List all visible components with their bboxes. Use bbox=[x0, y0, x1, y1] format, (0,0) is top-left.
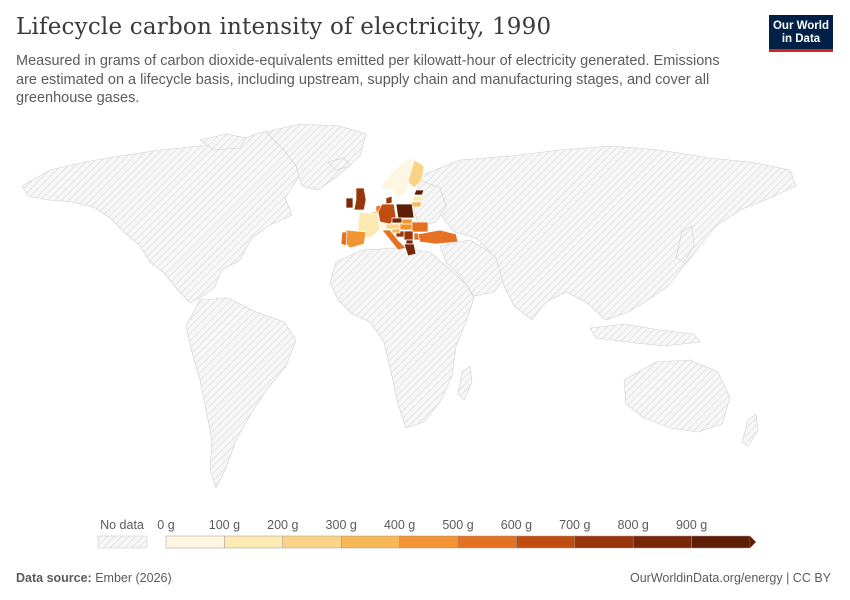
legend-bin-5[interactable] bbox=[457, 535, 517, 549]
region-croatia[interactable] bbox=[391, 228, 401, 234]
no-data-landmasses bbox=[21, 123, 797, 489]
landmass-arctic-islands[interactable] bbox=[199, 133, 247, 151]
landmass-africa[interactable] bbox=[329, 247, 475, 429]
region-greece[interactable] bbox=[403, 243, 417, 257]
footer-link: OurWorldinData.org/energy | CC BY bbox=[630, 571, 831, 585]
region-portugal[interactable] bbox=[340, 231, 348, 247]
legend-tick-label: 300 g bbox=[326, 518, 357, 532]
landmass-north-america[interactable] bbox=[21, 129, 323, 304]
legend-bin-3[interactable] bbox=[340, 535, 400, 549]
legend-bin-0[interactable] bbox=[165, 535, 225, 549]
data-source: Data source: Ember (2026) bbox=[16, 571, 172, 585]
landmass-indonesia[interactable] bbox=[589, 323, 701, 347]
landmass-australia[interactable] bbox=[623, 359, 731, 433]
legend-tick-label: 900 g bbox=[676, 518, 707, 532]
legend-tick-label: 400 g bbox=[384, 518, 415, 532]
data-source-value: Ember (2026) bbox=[95, 571, 172, 585]
region-ireland[interactable] bbox=[345, 197, 354, 209]
landmass-madagascar[interactable] bbox=[457, 365, 473, 401]
landmass-new-zealand[interactable] bbox=[741, 413, 759, 447]
legend-tick-label: 0 g bbox=[157, 518, 174, 532]
region-denmark[interactable] bbox=[385, 195, 393, 205]
legend-tick-label: 100 g bbox=[209, 518, 240, 532]
legend-bin-7[interactable] bbox=[574, 535, 634, 549]
legend-bin-2[interactable] bbox=[282, 535, 342, 549]
europe-data-regions bbox=[340, 155, 459, 257]
legend-bin-1[interactable] bbox=[224, 535, 284, 549]
legend-bin-6[interactable] bbox=[516, 535, 576, 549]
legend-no-data-swatch[interactable] bbox=[97, 535, 148, 549]
legend-bin-8[interactable] bbox=[632, 535, 692, 549]
landmass-south-america[interactable] bbox=[185, 297, 297, 489]
owid-logo[interactable]: Our World in Data bbox=[769, 15, 833, 52]
legend-tick-label: 200 g bbox=[267, 518, 298, 532]
legend-tick-label: 800 g bbox=[618, 518, 649, 532]
owid-energy-link[interactable]: OurWorldinData.org/energy | CC BY bbox=[629, 571, 831, 585]
logo-line-1: Our World bbox=[772, 20, 829, 32]
legend-bin-9[interactable] bbox=[691, 535, 751, 549]
legend-no-data-label: No data bbox=[100, 518, 144, 532]
legend-tick-label: 600 g bbox=[501, 518, 532, 532]
legend-tick-labels: 0 g 100 g 200 g 300 g 400 g 500 g 600 g 700 g 80… bbox=[157, 518, 707, 532]
region-uk[interactable] bbox=[353, 187, 367, 211]
region-estonia[interactable] bbox=[413, 189, 425, 196]
region-latvia[interactable] bbox=[411, 195, 425, 202]
landmass-iceland[interactable] bbox=[327, 157, 351, 171]
chart-subtitle: Measured in grams of carbon dioxide-equi… bbox=[16, 53, 720, 106]
landmass-japan[interactable] bbox=[675, 225, 695, 263]
region-poland[interactable] bbox=[395, 203, 415, 219]
chart-title: Lifecycle carbon intensity of electricit… bbox=[16, 14, 552, 40]
legend-bin-4[interactable] bbox=[399, 535, 459, 549]
landmass-asia[interactable] bbox=[419, 145, 797, 321]
legend-tick-label: 500 g bbox=[442, 518, 473, 532]
region-finland[interactable] bbox=[407, 159, 425, 189]
legend-color-bins bbox=[165, 535, 756, 549]
region-turkey[interactable] bbox=[417, 229, 459, 245]
data-source-label: Data source: bbox=[16, 571, 92, 585]
legend-tick-label: 700 g bbox=[559, 518, 590, 532]
landmass-arabia[interactable] bbox=[439, 239, 509, 297]
legend-arrow-tip bbox=[750, 536, 756, 548]
landmass-greenland[interactable] bbox=[265, 123, 367, 191]
logo-line-2: in Data bbox=[781, 33, 821, 45]
